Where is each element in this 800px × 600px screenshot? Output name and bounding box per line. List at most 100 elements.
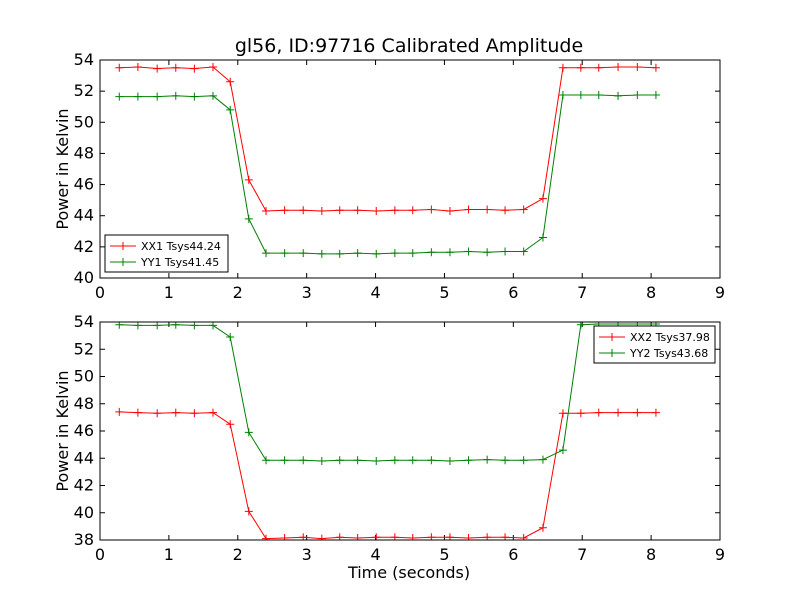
series-line-2 — [119, 94, 656, 255]
x-tick-label: 7 — [577, 545, 587, 564]
y-tick-label: 40 — [74, 268, 94, 287]
data-point — [538, 233, 547, 242]
data-point — [464, 533, 473, 540]
data-point — [445, 456, 454, 465]
data-point — [115, 63, 124, 72]
data-point — [171, 91, 180, 100]
data-point — [353, 533, 362, 540]
data-point — [153, 92, 162, 101]
x-tick-label: 8 — [646, 545, 656, 564]
y-tick-label: 48 — [74, 394, 94, 413]
data-point — [576, 409, 585, 418]
legend-label: XX1 Tsys44.24 — [141, 240, 221, 253]
data-point — [262, 207, 271, 216]
data-point — [372, 207, 381, 216]
data-point — [651, 408, 660, 417]
data-point — [335, 206, 344, 215]
data-point — [171, 63, 180, 72]
y-tick-label: 50 — [74, 367, 94, 386]
legend: XX2 Tsys37.98 YY2 Tsys43.68 — [593, 325, 716, 364]
data-point — [190, 409, 199, 418]
data-point — [538, 523, 547, 532]
y-tick-label: 54 — [74, 312, 94, 331]
data-point — [190, 64, 199, 73]
data-point — [519, 247, 528, 256]
data-point — [317, 456, 326, 465]
series-line-1 — [119, 66, 656, 212]
data-point — [519, 456, 528, 465]
x-tick-label: 2 — [233, 283, 243, 302]
y-tick-label: 48 — [74, 143, 94, 162]
data-point — [244, 175, 253, 184]
data-point — [576, 91, 585, 100]
data-point — [280, 456, 289, 465]
data-point — [317, 249, 326, 258]
data-point — [538, 455, 547, 464]
x-tick-label: 3 — [302, 283, 312, 302]
subplot-2: 0 1 2 3 4 5 6 7 8 9 38 40 42 44 46 48 50 52 54 Power in Kel… — [53, 312, 725, 564]
y-axis-label: Power in Kelvin — [53, 108, 72, 229]
data-point — [390, 456, 399, 465]
data-point — [171, 408, 180, 417]
data-point — [133, 63, 142, 72]
data-point — [501, 206, 510, 215]
data-point — [353, 456, 362, 465]
data-point — [445, 207, 454, 216]
data-point — [262, 534, 271, 540]
data-point — [594, 63, 603, 72]
data-point — [408, 456, 417, 465]
data-point — [651, 63, 660, 72]
y-tick-label: 42 — [74, 237, 94, 256]
data-point — [483, 205, 492, 214]
data-point — [335, 456, 344, 465]
data-point — [614, 408, 623, 417]
data-point — [353, 206, 362, 215]
data-point — [372, 456, 381, 465]
data-point — [133, 92, 142, 101]
y-tick-label: 38 — [74, 530, 94, 549]
data-point — [427, 248, 436, 257]
data-point — [335, 249, 344, 258]
data-point — [651, 91, 660, 100]
axes-frame — [99, 59, 721, 279]
y-tick-label: 44 — [74, 448, 94, 467]
data-point — [317, 207, 326, 216]
data-point — [558, 409, 567, 418]
x-tick-label: 2 — [233, 545, 243, 564]
data-point — [372, 249, 381, 258]
data-point — [445, 248, 454, 257]
data-point — [190, 92, 199, 101]
data-point — [519, 533, 528, 540]
legend-marker — [608, 333, 616, 341]
legend-marker — [119, 242, 127, 250]
data-point — [633, 63, 642, 72]
data-point — [226, 420, 235, 429]
data-point — [408, 249, 417, 258]
data-point — [427, 205, 436, 214]
legend-marker — [119, 258, 127, 266]
axes-frame — [99, 321, 721, 541]
data-point — [244, 428, 253, 437]
data-point — [483, 455, 492, 464]
data-point — [226, 105, 235, 114]
plot-area — [115, 63, 660, 258]
data-point — [133, 322, 142, 330]
data-point — [208, 91, 217, 100]
data-point — [153, 322, 162, 330]
data-point — [115, 407, 124, 416]
x-tick-label: 4 — [370, 545, 380, 564]
x-tick-label: 6 — [508, 283, 518, 302]
x-tick-label: 9 — [715, 545, 725, 564]
data-point — [594, 408, 603, 417]
legend-label: YY2 Tsys43.68 — [629, 347, 708, 360]
data-point — [614, 63, 623, 72]
data-point — [153, 409, 162, 418]
y-tick-label: 42 — [74, 476, 94, 495]
data-point — [427, 456, 436, 465]
data-point — [262, 456, 271, 465]
x-tick-label: 5 — [439, 545, 449, 564]
legend-label: XX2 Tsys37.98 — [630, 331, 710, 344]
data-point — [390, 249, 399, 258]
data-point — [244, 214, 253, 223]
data-point — [614, 91, 623, 100]
